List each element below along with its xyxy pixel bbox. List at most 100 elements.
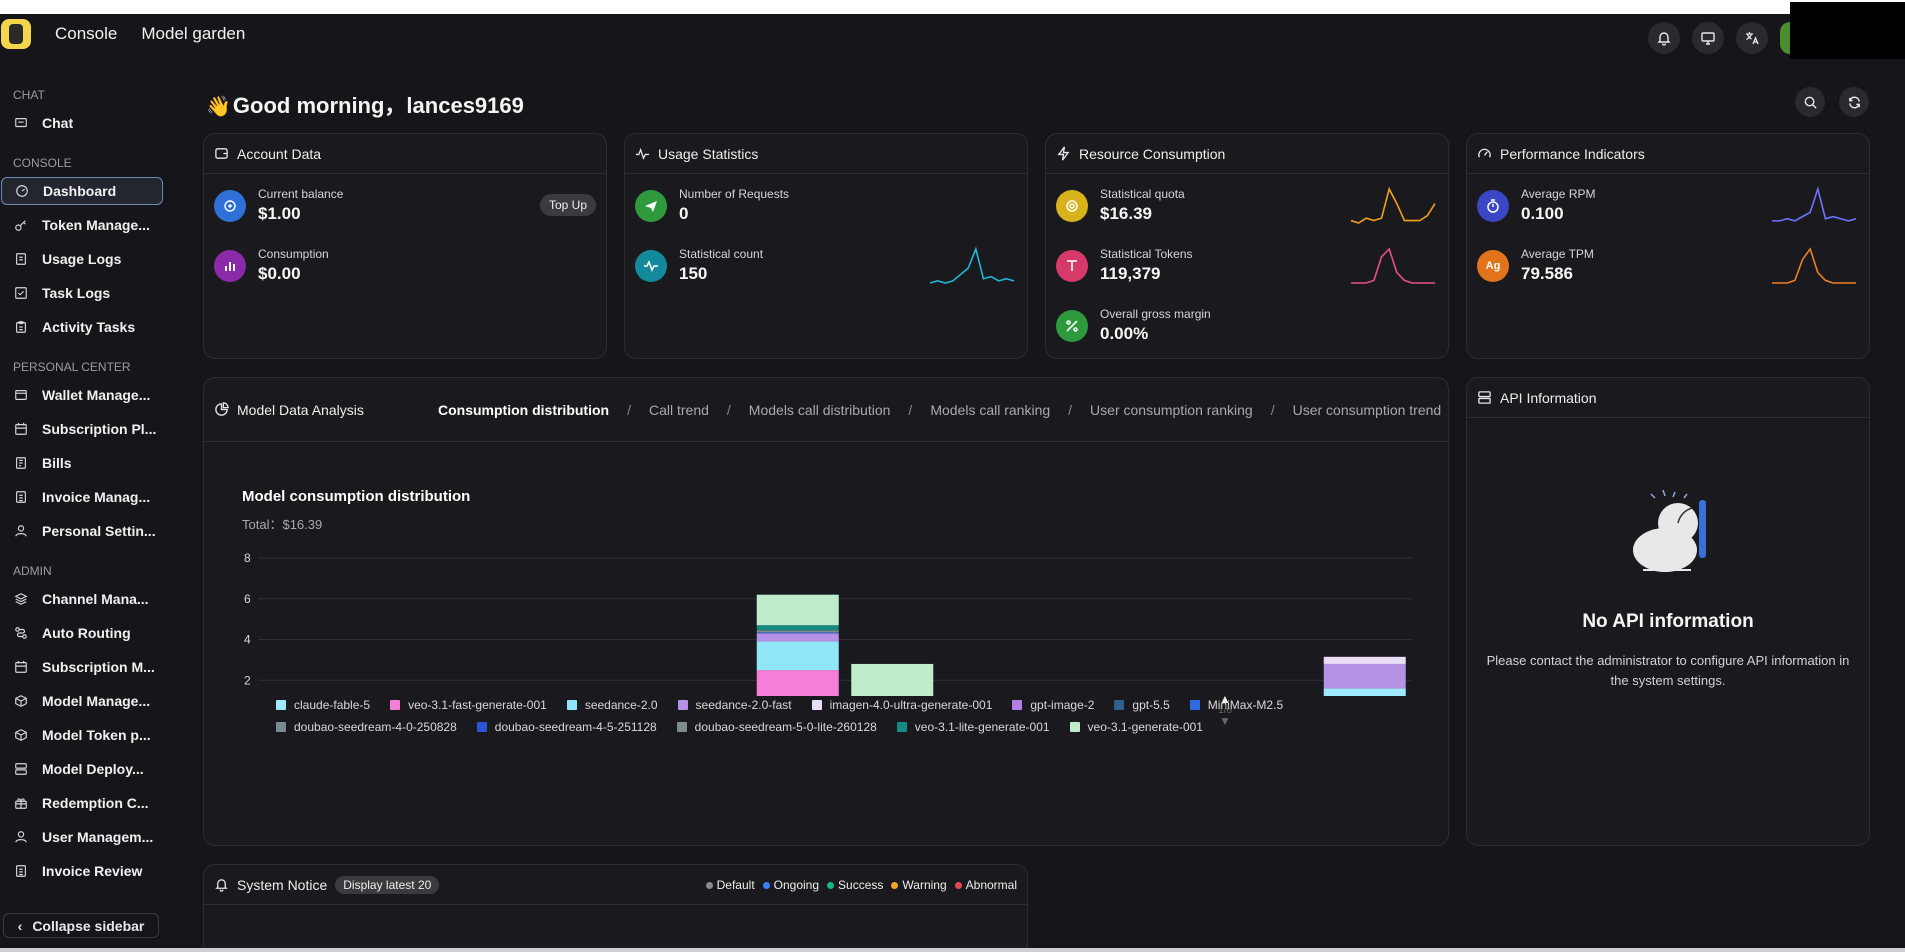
legend-item[interactable]: veo-3.1-lite-generate-001 (896, 720, 1050, 734)
sidebar-item-activity-tasks[interactable]: Activity Tasks (0, 310, 160, 344)
top-up-button[interactable]: Top Up (539, 194, 596, 216)
sidebar-item-user-managem[interactable]: User Managem... (0, 820, 160, 854)
translate-icon[interactable] (1736, 21, 1768, 54)
bell-icon[interactable] (1648, 21, 1680, 54)
usage-statistics-header: Usage Statistics (625, 134, 1027, 174)
legend-item[interactable]: MiniMax-M2.5 (1189, 698, 1283, 712)
monitor-icon[interactable] (1692, 21, 1724, 54)
sidebar-item-personal-settin[interactable]: Personal Settin... (0, 514, 160, 548)
sidebar-item-subscription-pl[interactable]: Subscription Pl... (0, 412, 160, 446)
bar-segment (756, 632, 839, 634)
tab-separator: / (1270, 402, 1275, 418)
avatar[interactable] (1780, 21, 1790, 54)
legend-swatch (276, 722, 286, 732)
sidebar-item-label: Dashboard (43, 183, 117, 199)
statistical-count-stat: Statistical count 150 (635, 247, 763, 284)
legend-label: doubao-seedream-5-0-lite-260128 (694, 720, 877, 734)
legend-label: seedance-2.0-fast (695, 698, 792, 712)
notice-status-legend: Default Ongoing Success Warning Abnormal (705, 878, 1017, 892)
legend-label: doubao-seedream-4-5-251128 (494, 720, 657, 734)
refresh-button[interactable] (1839, 87, 1869, 117)
legend-item[interactable]: gpt-5.5 (1114, 698, 1170, 712)
activity-icon (635, 147, 650, 160)
legend-swatch (276, 700, 286, 710)
legend-item[interactable]: doubao-seedream-4-5-251128 (476, 720, 657, 734)
tab-models-call-distribution[interactable]: Models call distribution (748, 402, 891, 418)
api-empty-title: No API information (1582, 611, 1754, 632)
app-logo[interactable] (1, 19, 31, 49)
stat-value: 0.00% (1100, 324, 1149, 343)
stat-label: Statistical quota (1100, 187, 1185, 201)
legend-item[interactable]: seedance-2.0 (566, 698, 658, 712)
sidebar-item-token-manage[interactable]: Token Manage... (0, 208, 160, 242)
tab-call-trend[interactable]: Call trend (648, 402, 709, 418)
sidebar-item-task-logs[interactable]: Task Logs (0, 276, 160, 310)
legend-swatch (1114, 700, 1125, 710)
sidebar-item-subscription-m[interactable]: Subscription M... (0, 650, 160, 684)
wallet-icon (215, 148, 228, 159)
y-tick-label: 8 (244, 551, 251, 565)
stat-value: $0.00 (258, 264, 301, 283)
legend-prev-icon[interactable]: ▲ (1219, 692, 1231, 706)
tab-models-call-ranking[interactable]: Models call ranking (930, 402, 1051, 418)
display-latest-pill: Display latest 20 (335, 875, 440, 894)
pie-chart-icon (215, 402, 229, 416)
legend-swatch (676, 722, 687, 732)
legend-swatch (390, 700, 401, 710)
legend-item[interactable]: doubao-seedream-5-0-lite-260128 (676, 720, 877, 734)
legend-next-icon[interactable]: ▼ (1219, 714, 1231, 728)
current-balance-stat: Current balance $1.00 (214, 187, 343, 224)
stat-value: 79.586 (1521, 264, 1573, 283)
dashboard-icon (16, 185, 28, 197)
sidebar-section-chat: CHAT (13, 88, 45, 102)
sidebar-item-dashboard[interactable]: Dashboard (1, 177, 163, 205)
legend-item[interactable]: doubao-seedream-4-0-250828 (276, 720, 457, 734)
average-rpm-stat: Average RPM 0.100 (1477, 187, 1595, 224)
nav-model-garden[interactable]: Model garden (141, 24, 246, 43)
tab-user-consumption-trend[interactable]: User consumption trend (1292, 402, 1442, 418)
sidebar-item-wallet-manage[interactable]: Wallet Manage... (0, 378, 160, 412)
sidebar-item-channel-mana[interactable]: Channel Mana... (0, 582, 160, 616)
resource-consumption-title: Resource Consumption (1079, 145, 1226, 162)
sidebar-item-invoice-review[interactable]: Invoice Review (0, 854, 160, 888)
sidebar-item-usage-logs[interactable]: Usage Logs (0, 242, 160, 276)
wallet-icon (15, 390, 27, 400)
collapse-sidebar-button[interactable]: ‹ Collapse sidebar (3, 913, 159, 938)
legend-item[interactable]: claude-fable-5 (276, 698, 370, 712)
sidebar-section-admin: ADMIN (13, 564, 52, 578)
bar-segment (1323, 656, 1406, 664)
sidebar-item-model-token-p[interactable]: Model Token p... (0, 718, 160, 752)
tab-user-consumption-ranking[interactable]: User consumption ranking (1090, 402, 1253, 418)
status-dot (762, 881, 770, 889)
legend-item[interactable]: imagen-4.0-ultra-generate-001 (811, 698, 992, 712)
tab-consumption-distribution[interactable]: Consumption distribution (438, 402, 610, 418)
sidebar-item-label: Redemption C... (42, 795, 149, 811)
search-button[interactable] (1795, 87, 1825, 117)
stat-label: Average RPM (1521, 187, 1596, 201)
invoice-icon (16, 865, 26, 877)
status-dot (954, 881, 962, 889)
legend-item[interactable]: veo-3.1-generate-001 (1069, 720, 1203, 734)
nav-console[interactable]: Console (55, 24, 118, 43)
legend-pager: ▲ 1/6 ▼ (1218, 692, 1232, 728)
legend-item[interactable]: seedance-2.0-fast (677, 698, 792, 712)
bell-icon (215, 879, 228, 892)
legend-item[interactable]: gpt-image-2 (1012, 698, 1094, 712)
bar-segment (756, 625, 839, 631)
sidebar-item-bills[interactable]: Bills (0, 446, 160, 480)
y-tick-label: 4 (244, 633, 251, 647)
sidebar-item-chat[interactable]: Chat (0, 106, 160, 140)
sidebar-item-invoice-manag[interactable]: Invoice Manag... (0, 480, 160, 514)
legend-item[interactable]: veo-3.1-fast-generate-001 (390, 698, 547, 712)
sidebar-item-model-manage[interactable]: Model Manage... (0, 684, 160, 718)
sidebar-item-redemption-c[interactable]: Redemption C... (0, 786, 160, 820)
cube-icon (15, 729, 27, 741)
sidebar-item-auto-routing[interactable]: Auto Routing (0, 616, 160, 650)
sidebar-item-model-deploy[interactable]: Model Deploy... (0, 752, 160, 786)
legend-label: seedance-2.0 (584, 698, 658, 712)
tpm-sparkline (1772, 247, 1856, 284)
routing-icon (15, 627, 27, 639)
average-tpm-stat: Ag Average TPM 79.586 (1477, 247, 1594, 284)
system-notice-title: System Notice (237, 876, 328, 893)
performance-indicators-card: Performance Indicators Average RPM 0.100 … (1466, 133, 1870, 359)
